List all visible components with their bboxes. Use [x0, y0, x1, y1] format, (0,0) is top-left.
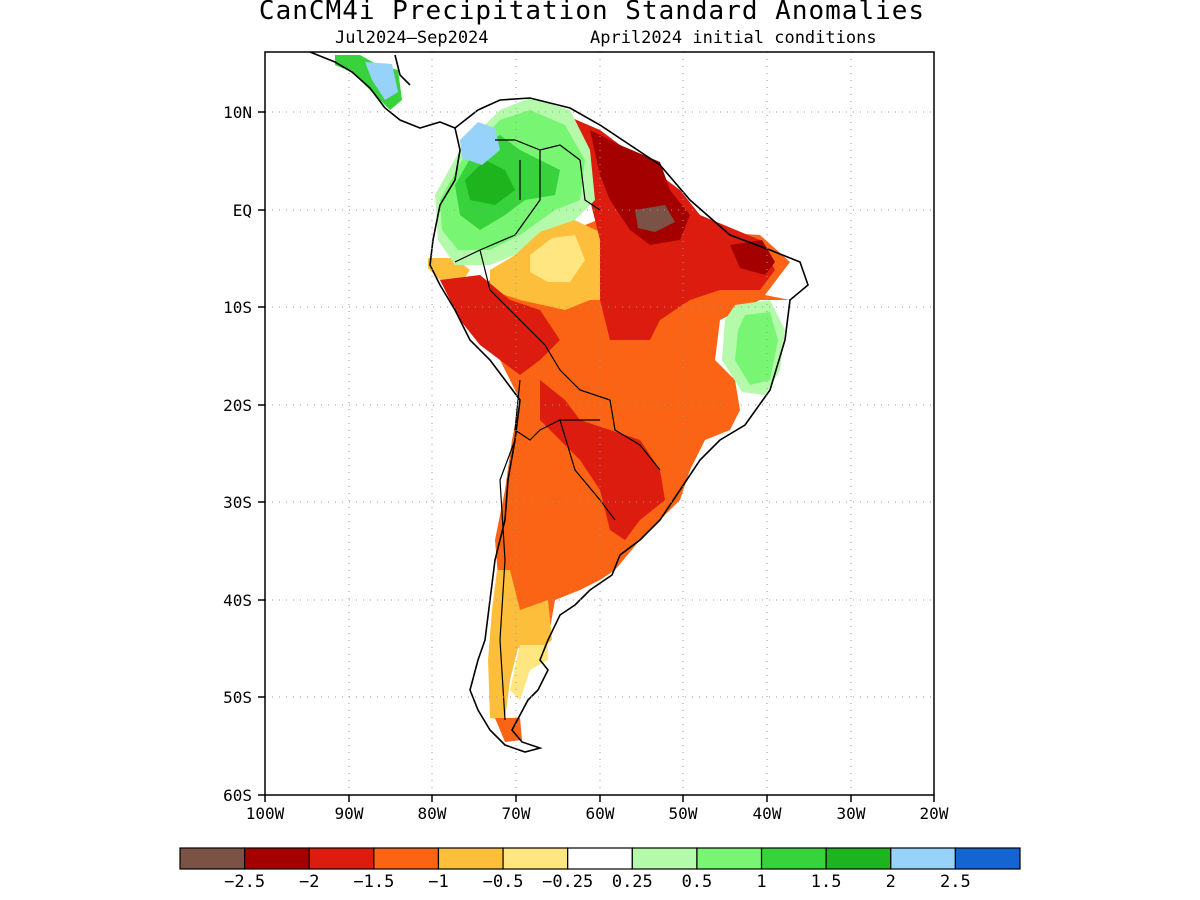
graticule — [265, 52, 934, 795]
colorbar-label: 2.5 — [940, 872, 971, 892]
colorbar-swatch — [179, 847, 246, 870]
lat-label: 30S — [223, 493, 252, 512]
colorbar-swatch — [437, 847, 504, 870]
colorbar-swatch — [308, 847, 375, 870]
colorbar-swatch — [373, 847, 440, 870]
initial-conditions: April2024 initial conditions — [590, 28, 877, 48]
colorbar-label: −0.25 — [542, 872, 593, 892]
caribbean-coastline — [394, 54, 411, 86]
anomaly-field-plus2-nw — [465, 160, 515, 205]
anomaly-field-minus025-s — [510, 645, 548, 700]
colorbar-swatch — [825, 847, 892, 870]
map-title: CanCM4i Precipitation Standard Anomalies — [258, 0, 926, 26]
colorbar-label: −1 — [428, 872, 448, 892]
longitude-labels: 100W 90W 80W 70W 60W 50W 40W 30W 20W — [246, 804, 949, 823]
colorbar-label: 1 — [756, 872, 766, 892]
lon-label: 40W — [753, 804, 782, 823]
lat-label: 10S — [223, 298, 252, 317]
lon-label: 50W — [669, 804, 698, 823]
continent-coastline — [429, 97, 809, 753]
lat-label: 40S — [223, 591, 252, 610]
lat-label: 10N — [223, 103, 252, 122]
anomaly-fields — [335, 55, 805, 742]
lon-label: 20W — [920, 804, 949, 823]
colorbar-swatch — [696, 847, 763, 870]
lon-label: 70W — [502, 804, 531, 823]
lat-label: 60S — [223, 786, 252, 805]
colorbar-label: 0.5 — [682, 872, 713, 892]
colorbar-label: −0.5 — [483, 872, 524, 892]
anomaly-field-minus2-e — [730, 240, 775, 275]
anomaly-field-minus25 — [635, 205, 675, 232]
colorbar-label: 0.25 — [612, 872, 653, 892]
colorbar-swatch — [890, 847, 956, 870]
coastlines — [309, 52, 809, 753]
lon-label: 100W — [246, 804, 285, 823]
latitude-labels: 10N EQ 10S 20S 30S 40S 50S 60S — [223, 103, 252, 805]
colorbar-swatch — [502, 847, 569, 870]
anomaly-field-minus1 — [470, 215, 790, 640]
anomaly-field-plus05-white — [765, 262, 805, 300]
lat-label: 50S — [223, 688, 252, 707]
lat-label: EQ — [233, 201, 252, 220]
colorbar-swatch — [954, 847, 1021, 870]
colorbar-swatch — [760, 847, 827, 870]
anomaly-field-plus25-nw — [460, 122, 500, 165]
anomaly-field-plus25-ca — [365, 62, 398, 100]
colorbar-label: 1.5 — [811, 872, 842, 892]
forecast-period: Jul2024–Sep2024 — [335, 28, 489, 48]
lon-label: 80W — [418, 804, 447, 823]
lon-label: 30W — [837, 804, 866, 823]
anomaly-field-minus025-nw — [530, 235, 585, 282]
country-borders — [454, 139, 661, 721]
colorbar-swatch — [244, 847, 310, 870]
central-america-coastline — [309, 52, 456, 129]
anomaly-field-plus1-ne — [735, 312, 778, 385]
lon-label: 60W — [586, 804, 615, 823]
colorbar-label: −2.5 — [224, 872, 265, 892]
colorbar: −2.5 −2 −1.5 −1 −0.5 −0.25 0.25 0.5 1 1.5 2 2.5 — [179, 847, 1021, 892]
colorbar-label: 2 — [886, 872, 896, 892]
lon-label: 90W — [335, 804, 364, 823]
colorbar-swatch — [631, 847, 698, 870]
lat-label: 20S — [223, 396, 252, 415]
colorbar-swatch — [567, 847, 633, 870]
colorbar-label: −2 — [299, 872, 319, 892]
axis-ticks — [258, 111, 935, 802]
anomaly-field-minus15-w — [440, 275, 560, 375]
colorbar-label: −1.5 — [353, 872, 394, 892]
